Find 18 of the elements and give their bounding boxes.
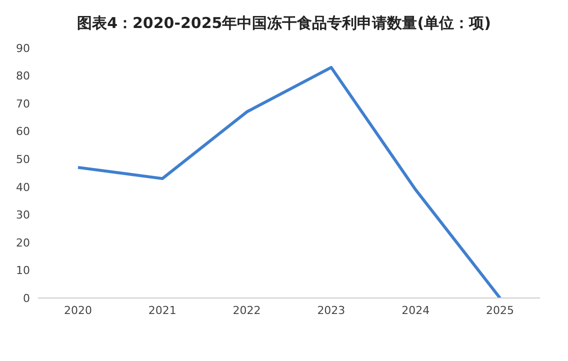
y-tick-label: 0 [23, 292, 30, 305]
y-tick-label: 40 [16, 180, 30, 194]
y-tick-label: 60 [16, 125, 30, 138]
x-tick-label: 2021 [148, 304, 176, 317]
x-tick-label: 2025 [486, 304, 514, 317]
line-series [76, 66, 502, 298]
x-tick-label: 2020 [64, 304, 92, 317]
y-tick-label: 50 [16, 153, 30, 166]
x-tick-label: 2024 [402, 304, 430, 317]
y-tick-label: 90 [16, 42, 30, 55]
y-tick-label: 70 [16, 97, 30, 110]
y-tick-label: 30 [16, 208, 30, 222]
x-tick-label: 2023 [317, 304, 346, 317]
chart-title: 图表4：2020-2025年中国冻干食品专利申请数量(单位：项) [76, 13, 492, 34]
x-tick-label: 2022 [232, 304, 261, 317]
y-tick-label: 20 [16, 236, 30, 250]
y-tick-label: 80 [16, 70, 30, 83]
y-tick-label: 10 [16, 264, 30, 278]
